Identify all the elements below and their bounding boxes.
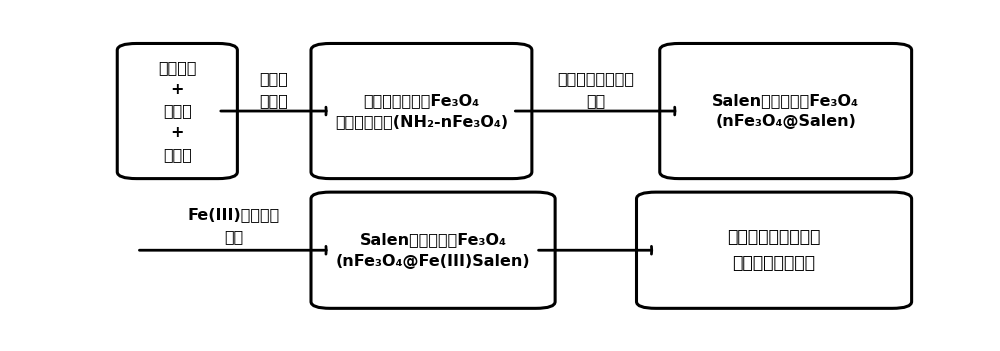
Text: Salen功能化纳米Fe₃O₄
(nFe₃O₄@Salen): Salen功能化纳米Fe₃O₄ (nFe₃O₄@Salen) <box>712 93 859 129</box>
Text: 乙二醇
反应釜: 乙二醇 反应釜 <box>260 71 289 108</box>
Text: Fe(III)的醇溶液
捥拌: Fe(III)的醇溶液 捥拌 <box>187 207 280 244</box>
FancyBboxPatch shape <box>311 44 532 179</box>
FancyBboxPatch shape <box>311 192 555 308</box>
FancyBboxPatch shape <box>660 44 912 179</box>
Text: Salen功能化纳米Fe₃O₄
(nFe₃O₄@Fe(III)Salen): Salen功能化纳米Fe₃O₄ (nFe₃O₄@Fe(III)Salen) <box>336 232 530 269</box>
Text: 应用于环境中持久性
污染物的催化降解: 应用于环境中持久性 污染物的催化降解 <box>727 229 821 272</box>
FancyBboxPatch shape <box>117 44 237 179</box>
Text: 邻羟基取代苯甲醒
捥拌: 邻羟基取代苯甲醒 捥拌 <box>557 71 634 108</box>
Text: 氨基功能化纳米Fe₃O₄
磁性复合材料(NH₂-nFe₃O₄): 氨基功能化纳米Fe₃O₄ 磁性复合材料(NH₂-nFe₃O₄) <box>335 93 508 129</box>
FancyBboxPatch shape <box>637 192 912 308</box>
Text: 三价鐵盐
+
醋酸盐
+
有机胺: 三价鐵盐 + 醋酸盐 + 有机胺 <box>158 60 197 162</box>
